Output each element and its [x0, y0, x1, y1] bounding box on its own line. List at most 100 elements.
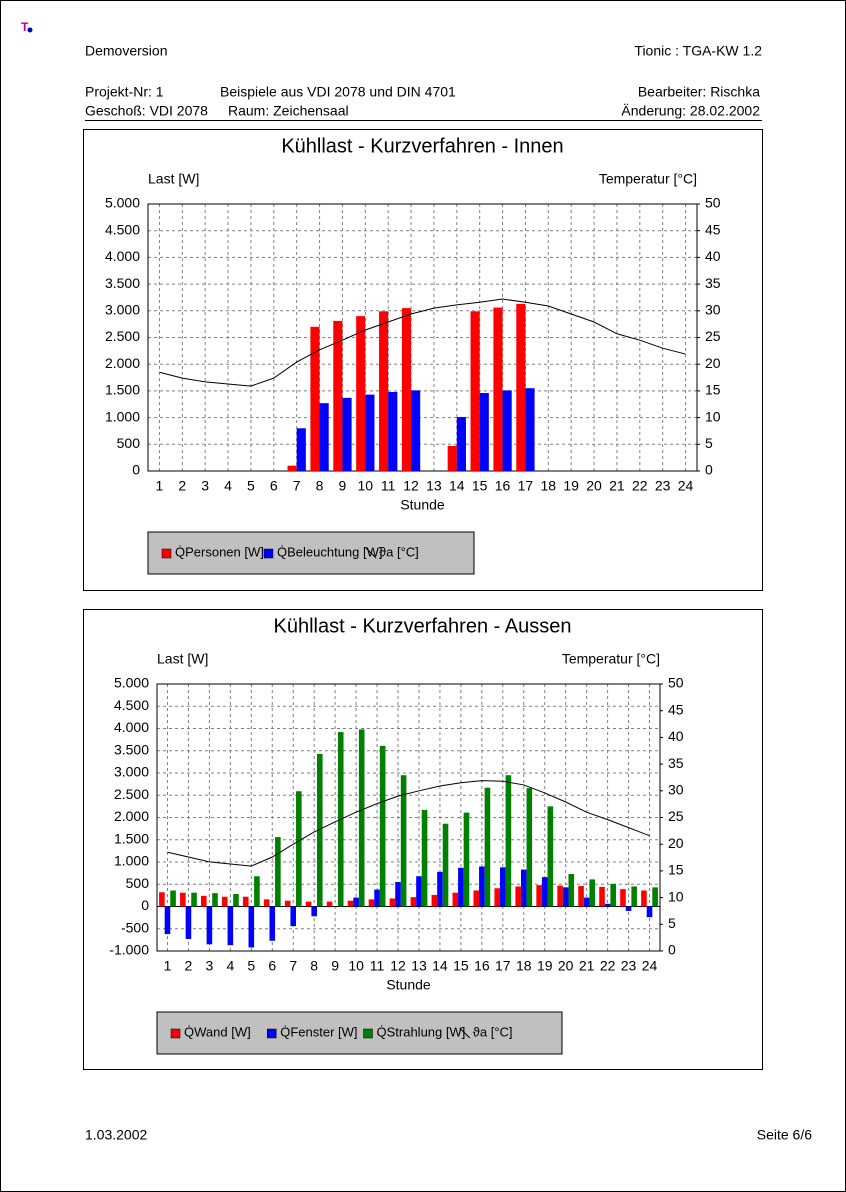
x-tick-label: 6 [268, 958, 276, 974]
bar [505, 775, 512, 907]
bar [536, 885, 542, 907]
x-tick-label: 20 [558, 958, 574, 974]
bar [395, 882, 401, 907]
legend-label: Q̇Personen [W] [175, 544, 264, 559]
y2-tick-label: 25 [668, 808, 684, 824]
x-tick-label: 2 [185, 958, 193, 974]
y2-tick-label: 45 [668, 701, 684, 717]
y-tick-label: 500 [126, 875, 150, 891]
bar [652, 887, 658, 907]
temperature-line [159, 298, 686, 387]
x-tick-label: 19 [537, 958, 553, 974]
bar [227, 906, 234, 946]
bar [437, 871, 443, 907]
y-tick-label: 5.000 [105, 195, 140, 211]
plot-border [147, 203, 698, 472]
legend-label: Q̇Wand [W] [184, 1024, 251, 1039]
bar [458, 867, 464, 907]
project: Projekt-Nr: 1 [85, 84, 164, 100]
bar [164, 906, 171, 935]
plot-border [156, 683, 661, 952]
y-tick-label: 2.500 [105, 328, 140, 344]
bar [263, 899, 270, 907]
bar [442, 823, 449, 907]
chart-title: Kühllast - Kurzverfahren - Aussen [274, 615, 572, 637]
editor: Bearbeiter: Rischka [638, 84, 760, 100]
bar [206, 906, 213, 945]
x-tick-label: 6 [270, 478, 278, 494]
y-tick-label: 4.500 [114, 697, 149, 713]
y-tick-label: 1.000 [114, 853, 149, 869]
x-tick-label: 22 [632, 478, 648, 494]
bar [470, 311, 480, 471]
x-tick-label: 15 [453, 958, 469, 974]
x-tick-label: 17 [495, 958, 511, 974]
y2-tick-label: 25 [705, 328, 721, 344]
logo-dot [27, 27, 33, 33]
bar [604, 903, 611, 907]
bar [326, 901, 333, 907]
bar [562, 887, 569, 907]
x-tick-label: 11 [381, 478, 396, 494]
x-tick-label: 11 [370, 958, 385, 974]
bar [185, 906, 192, 939]
y2-tick-label: 20 [668, 835, 684, 851]
bar [342, 397, 352, 471]
x-tick-label: 23 [621, 958, 637, 974]
legend-swatch [363, 1028, 373, 1039]
bar [319, 403, 329, 471]
y-tick-label: 0 [141, 897, 149, 913]
project-desc: Beispiele aus VDI 2078 und DIN 4701 [220, 84, 456, 100]
x-tick-label: 22 [600, 958, 616, 974]
bar [275, 837, 281, 907]
x-tick-label: 13 [426, 478, 442, 494]
y2-axis-label: Temperatur [°C] [599, 171, 697, 187]
bar [479, 866, 485, 907]
bar [516, 303, 526, 471]
legend-swatch [263, 548, 274, 559]
legend-label: Q̇Strahlung [W] [377, 1024, 466, 1039]
temperature-line [167, 780, 650, 867]
footer-page: Seite 6/6 [757, 1127, 812, 1143]
y-tick-label: 4.000 [114, 719, 149, 735]
x-tick-label: 18 [541, 478, 557, 494]
bar [447, 445, 457, 471]
bar [201, 895, 207, 907]
bar [410, 897, 417, 907]
x-tick-label: 17 [518, 478, 534, 494]
x-tick-label: 18 [516, 958, 532, 974]
bar [641, 890, 647, 907]
x-tick-label: 14 [432, 958, 448, 974]
y-tick-label: 4.000 [105, 248, 140, 264]
y2-tick-label: 5 [668, 915, 676, 931]
legend-swatch [267, 1028, 277, 1039]
bar [473, 890, 480, 907]
bar [494, 888, 501, 907]
bar [541, 877, 548, 907]
bar [388, 391, 398, 471]
bar [479, 393, 489, 471]
y2-tick-label: 40 [705, 248, 721, 264]
legend [147, 531, 475, 575]
y-tick-label: 500 [117, 435, 141, 451]
bar [520, 869, 527, 907]
bar [411, 390, 421, 471]
y2-tick-label: 20 [705, 355, 721, 371]
changed: Änderung: 28.02.2002 [621, 103, 760, 119]
x-axis-label: Stunde [386, 977, 431, 993]
bar [368, 899, 375, 907]
bar [515, 886, 521, 907]
y2-tick-label: 35 [705, 275, 721, 291]
y-tick-label: 3.500 [114, 741, 149, 757]
legend-label: ϑa [°C] [379, 544, 419, 559]
y2-tick-label: 0 [705, 462, 713, 478]
legend-label: Q̇Beleuchtung [W] [277, 544, 383, 559]
bar [421, 809, 428, 907]
y2-tick-label: 10 [705, 408, 721, 424]
y-tick-label: -1.000 [109, 942, 149, 958]
bar [646, 906, 653, 918]
x-tick-label: 21 [579, 958, 595, 974]
bar [379, 745, 386, 907]
bar [526, 788, 533, 907]
bar [578, 886, 584, 907]
